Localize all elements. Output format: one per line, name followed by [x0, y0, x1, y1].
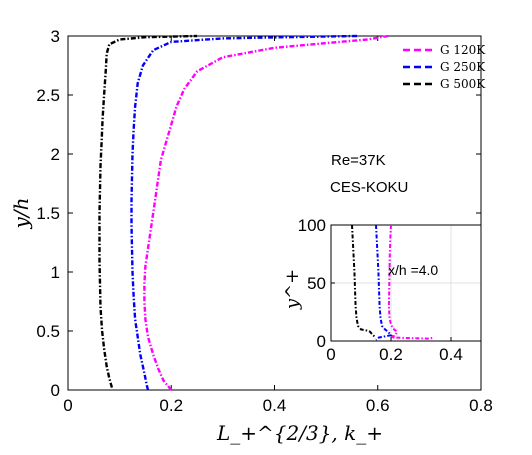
main-y-tick-label: 0 — [51, 381, 60, 400]
main-y-tick-label: 2 — [51, 145, 60, 164]
main-x-tick-label: 0.2 — [159, 396, 183, 415]
main-y-tick-label: 0.5 — [36, 322, 60, 341]
inset-x-tick-label: 0.2 — [379, 345, 403, 364]
inset-y-axis-label-text: y^+ — [282, 269, 303, 310]
legend-label: G 500K — [440, 77, 486, 91]
main-y-tick-label: 1.5 — [36, 204, 60, 223]
main-x-tick-label: 0 — [63, 396, 72, 415]
inset-series-line — [351, 224, 377, 339]
inset-y-tick-label: 50 — [307, 274, 326, 293]
main-y-axis-label-text: y/h — [9, 198, 33, 230]
inset-axis-ticks: 0 0.2 0.4 0 50 100 — [298, 216, 463, 364]
inset-series-line — [387, 224, 434, 340]
main-y-tick-label: 3 — [51, 27, 60, 46]
main-x-tick-label: 0.8 — [469, 396, 493, 415]
annotation-re: Re=37K — [331, 152, 386, 169]
inset-y-tick-label: 0 — [317, 332, 326, 351]
main-x-tick-label: 0.6 — [366, 396, 390, 415]
legend: G 120K G 250K G 500K — [403, 43, 486, 91]
main-y-tick-label: 2.5 — [36, 86, 60, 105]
annotation-ces-koku: CES-KOKU — [330, 179, 408, 196]
inset-series-group — [351, 224, 434, 341]
legend-label: G 120K — [440, 43, 486, 57]
main-x-axis-label: L_+^{2/3}, k_+ — [216, 421, 383, 445]
inset-x-tick-label: 0.4 — [439, 345, 463, 364]
inset-annotation: x/h =4.0 — [388, 262, 438, 278]
main-y-axis-label: y/h — [9, 198, 33, 230]
main-axis-ticks: 0 0.2 0.4 0.6 0.8 0 0.5 1 1.5 2 2.5 3 — [36, 27, 492, 415]
inset-y-tick-label: 100 — [298, 216, 326, 235]
main-x-tick-label: 0.4 — [263, 396, 287, 415]
main-series-line — [98, 34, 198, 388]
main-x-axis-label-text: L_+^{2/3}, k_+ — [216, 421, 383, 445]
legend-label: G 250K — [440, 60, 486, 74]
main-y-tick-label: 1 — [51, 263, 60, 282]
inset-y-axis-label: y^+ — [282, 269, 303, 310]
main-series-line — [130, 34, 358, 391]
main-series-group — [98, 34, 389, 391]
inset-x-tick-label: 0 — [326, 345, 335, 364]
inset-series-line — [375, 224, 393, 341]
main-series-line — [143, 34, 389, 391]
